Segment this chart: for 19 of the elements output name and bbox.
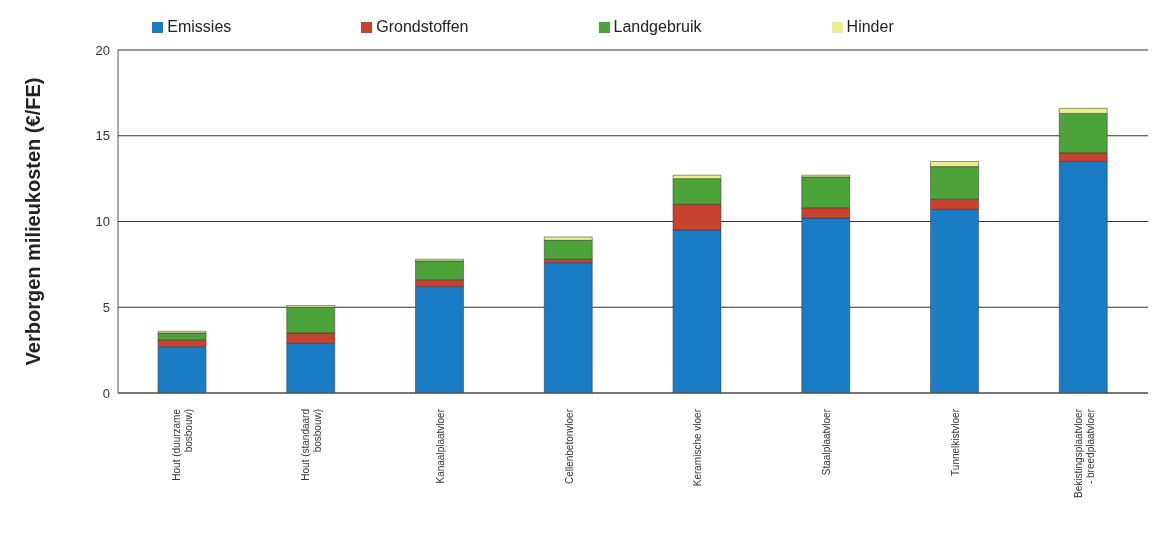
x-tick-label: Kanaalplaatvloer — [434, 408, 446, 484]
legend-label: Landgebruik — [613, 18, 702, 35]
x-tick-label: Bekistingsplaatvloer - breedplaatvloer — [1072, 408, 1096, 498]
x-tick-label: Hout (standaard bosbouw) — [300, 409, 324, 481]
x-tick-label: Hout (duurzame bosbouw) — [171, 408, 195, 481]
y-tick-label: 15 — [95, 128, 110, 144]
y-tick-label: 0 — [102, 385, 110, 401]
x-tick-label: Tunnelkistvloer — [949, 408, 961, 476]
y-tick-label: 10 — [95, 214, 110, 230]
y-tick-label: 5 — [102, 299, 110, 315]
y-tick-label: 20 — [95, 42, 110, 58]
x-tick-label: Staalplaatvloer — [821, 408, 833, 476]
legend-label: Grondstoffen — [376, 18, 469, 35]
x-tick-label: Cellenbetonvloer — [563, 408, 575, 485]
bar — [544, 240, 593, 260]
y-axis-title: Verborgen milieukosten (€/FE) — [22, 77, 45, 366]
legend-label: Emissies — [167, 18, 232, 35]
x-tick-label: Keramische vloer — [692, 408, 704, 487]
legend-label: Hinder — [846, 18, 894, 35]
